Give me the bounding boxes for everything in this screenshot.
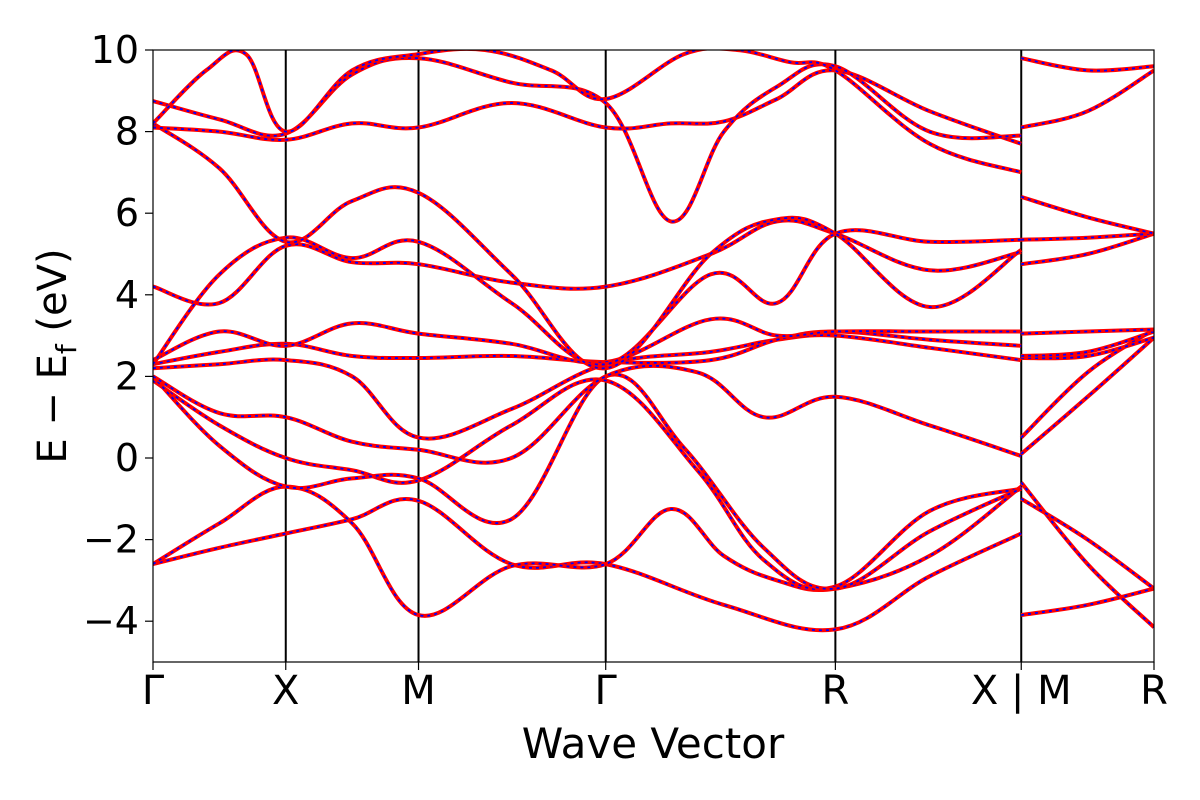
band-line-solid: [1020, 68, 1154, 130]
band-line-dashed: [1020, 336, 1154, 455]
band-line-dashed: [1021, 57, 1154, 72]
band-line-solid: [153, 497, 1023, 633]
band-line-dashed: [153, 364, 1022, 464]
band-line-dashed: [153, 219, 1022, 306]
y-tick-label: −4: [83, 599, 139, 643]
y-tick-label: 8: [115, 110, 139, 154]
band-line-dashed: [1020, 196, 1154, 235]
x-tick-label: M: [401, 668, 436, 714]
x-tick-label: R: [821, 668, 849, 714]
y-axis-ticks: −4 −2 0 2 4 6 8 10: [83, 28, 153, 643]
band-line-solid: [1020, 194, 1154, 236]
x-tick-label: X: [272, 668, 299, 714]
band-line-solid: [1020, 497, 1154, 591]
x-axis-label: Wave Vector: [522, 719, 785, 768]
y-tick-label: 0: [115, 436, 139, 480]
band-line-dashed: [153, 229, 1022, 366]
band-line-dashed: [153, 498, 1022, 632]
y-axis-label-main: E − E: [30, 354, 76, 464]
band-line-dashed: [153, 334, 1022, 440]
band-line-dashed: [1021, 232, 1154, 266]
x-tick-label: X | M: [971, 668, 1072, 714]
y-axis-label-unit: (eV): [30, 248, 76, 344]
band-line-solid: [153, 372, 1023, 591]
y-axis-label: E − Ef (eV): [30, 248, 83, 463]
band-line-dashed: [153, 485, 1022, 617]
x-axis-ticks: Γ X M Γ R X | M R: [142, 662, 1168, 714]
band-line-dashed: [1020, 69, 1154, 129]
band-line-solid: [153, 50, 1022, 175]
x-tick-label: R: [1140, 668, 1168, 714]
band-lines: [153, 50, 1154, 633]
band-line-dashed: [1020, 328, 1154, 439]
band-line-dashed: [1021, 330, 1154, 357]
y-axis-label-subscript: f: [50, 343, 83, 354]
band-line-dashed: [1021, 328, 1154, 335]
x-tick-label: Γ: [595, 668, 618, 714]
band-line-dashed: [1021, 232, 1154, 241]
y-tick-label: 6: [115, 191, 139, 235]
band-line-dashed: [1021, 587, 1154, 616]
y-tick-label: 10: [91, 28, 139, 72]
band-line-dashed: [1021, 336, 1154, 360]
plot-frame: [152, 49, 1155, 663]
y-tick-label: 2: [115, 354, 139, 398]
band-line-dashed: [153, 378, 1022, 591]
y-tick-label: −2: [83, 518, 139, 562]
x-tick-label: Γ: [142, 668, 165, 714]
y-tick-label: 4: [115, 273, 139, 317]
band-line-dashed: [153, 317, 1022, 364]
band-line-dashed: [1020, 498, 1154, 590]
band-line-solid: [153, 484, 1023, 618]
band-line-dashed: [153, 122, 1022, 370]
band-line-dashed: [153, 373, 1022, 590]
band-line-solid: [153, 218, 1022, 307]
band-line-dashed: [1020, 481, 1154, 628]
band-line-dashed: [153, 50, 1022, 174]
